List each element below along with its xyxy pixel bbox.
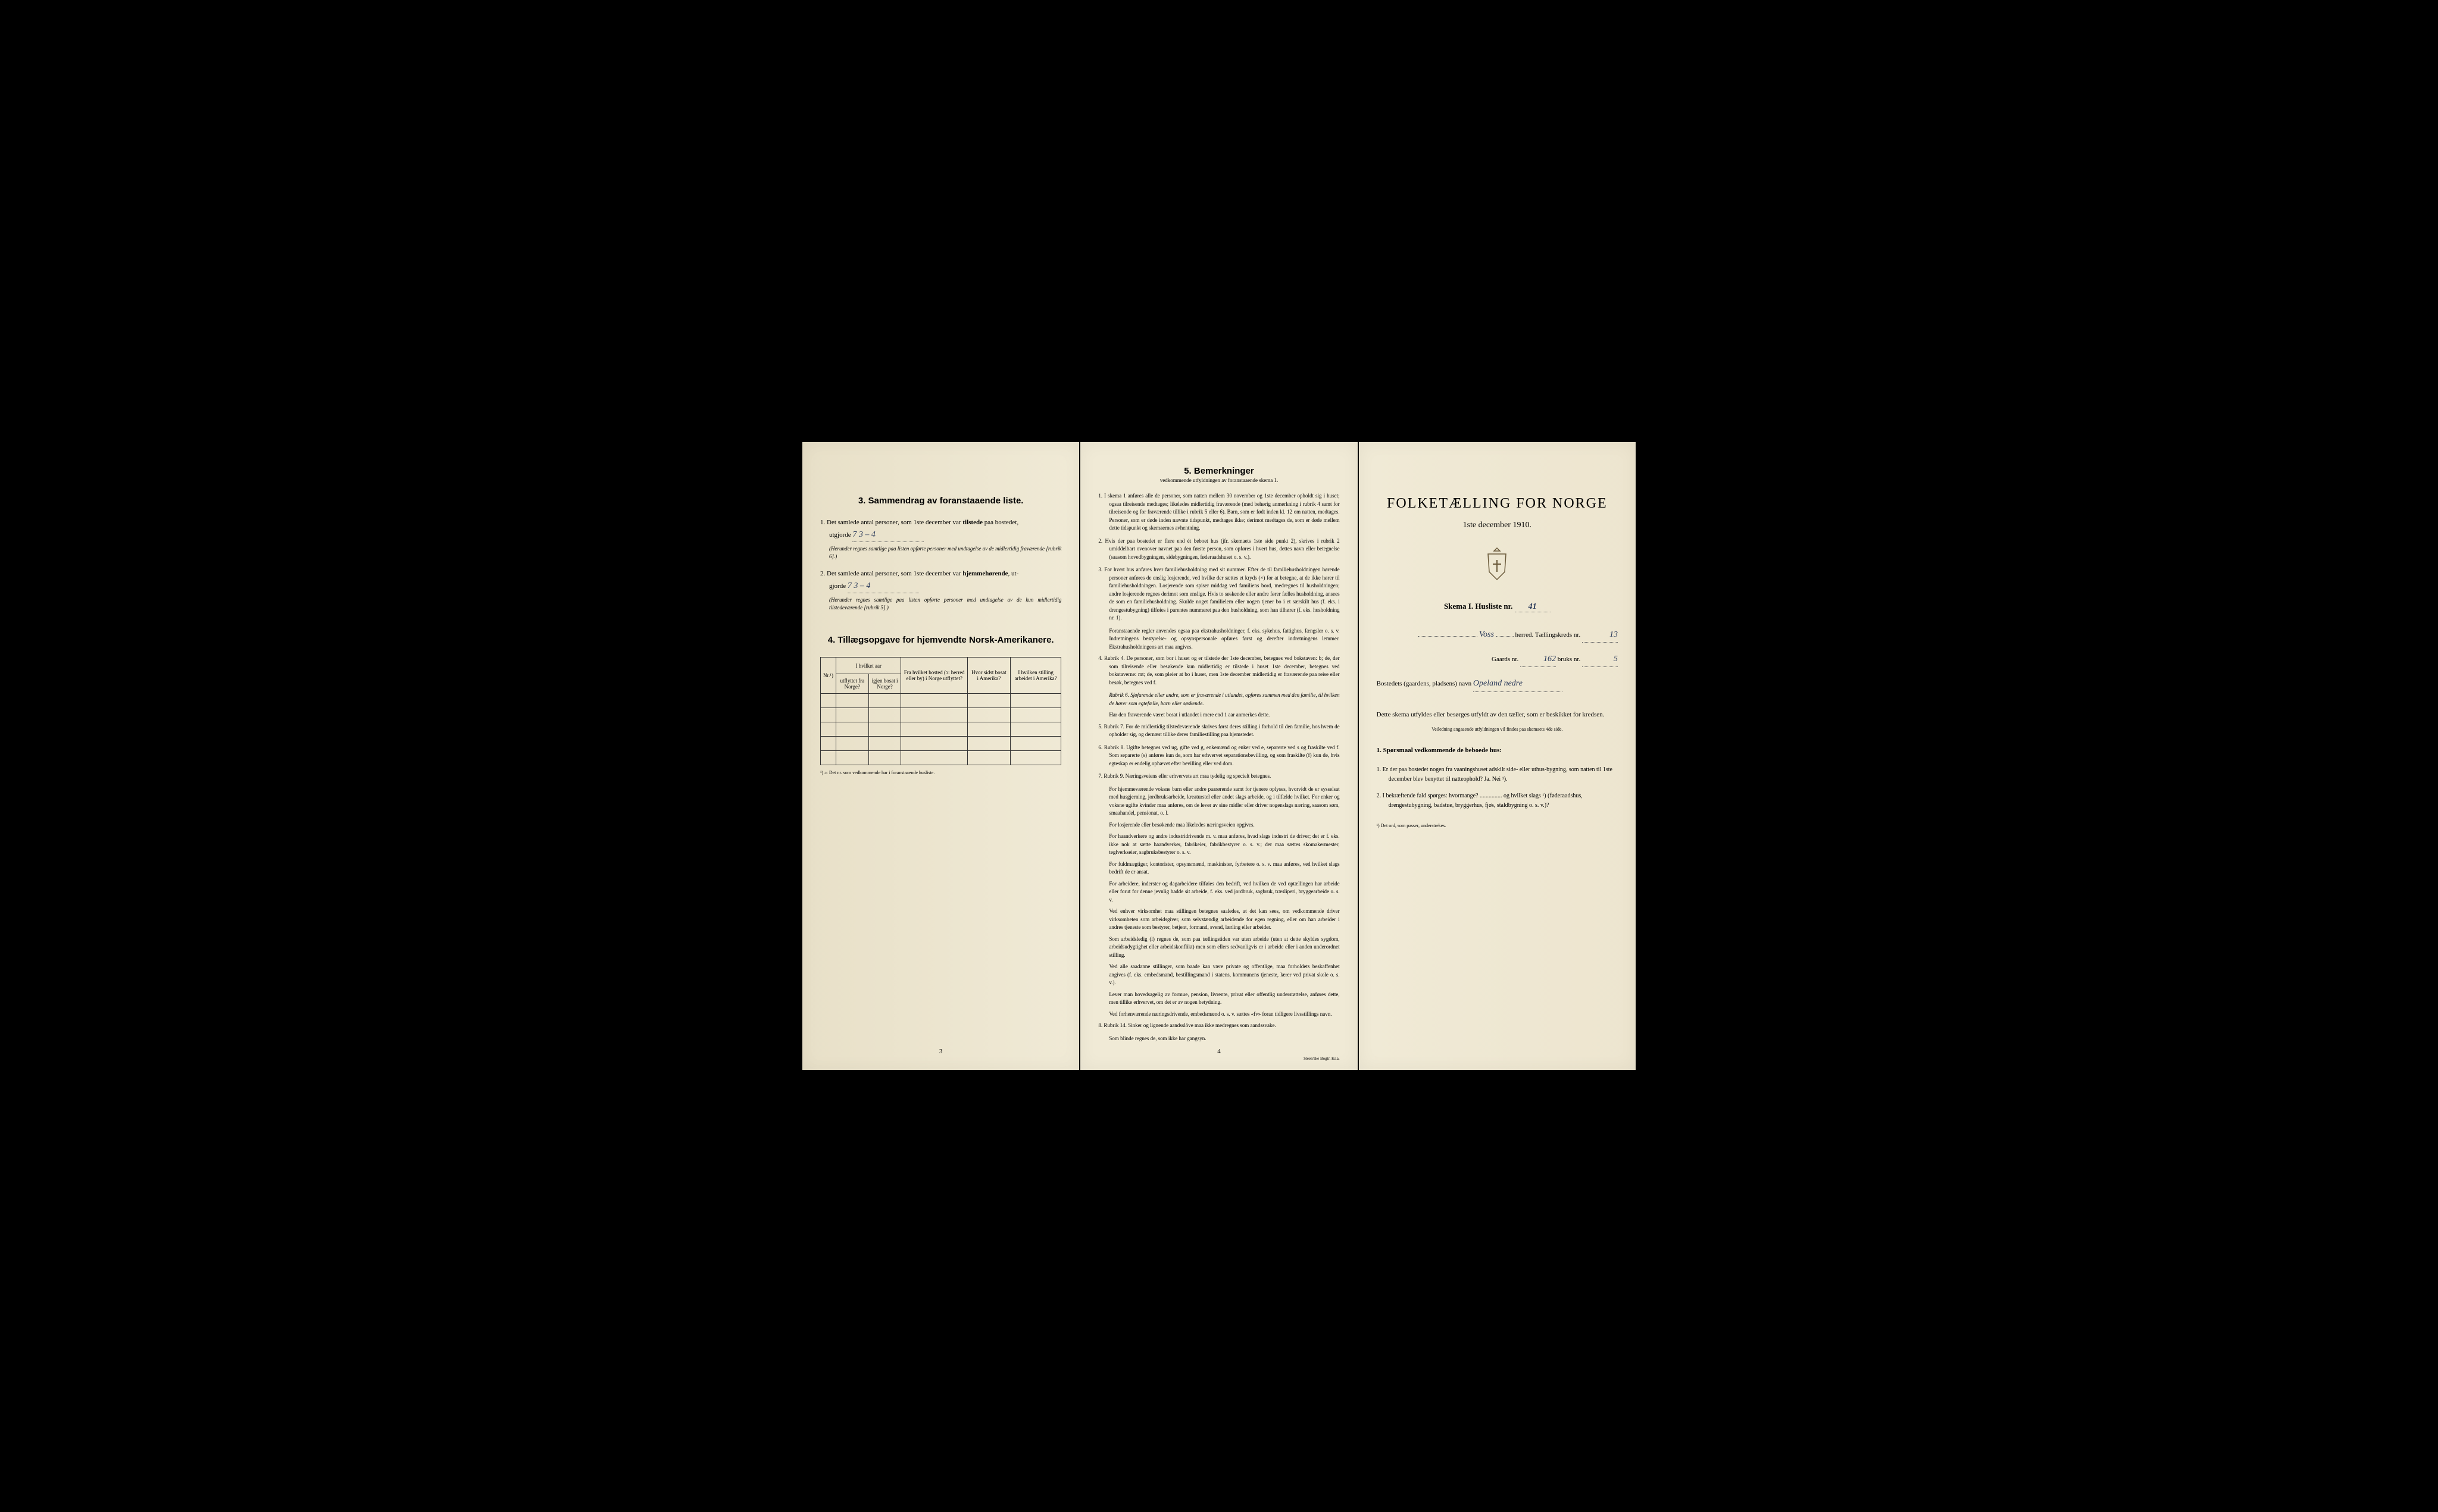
page-4-remarks: 5. Bemerkninger vedkommende utfyldningen…	[1080, 442, 1357, 1070]
remark-7c: For losjerende eller besøkende maa likel…	[1098, 821, 1339, 829]
remark-8: 8. Rubrik 14. Sinker og lignende aandssl…	[1098, 1022, 1339, 1030]
remark-4c: Har den fraværende været bosat i utlande…	[1098, 711, 1339, 719]
remark-3: 3. For hvert hus anføres hver familiehus…	[1098, 566, 1339, 622]
instructions-text: Dette skema utfyldes eller besørges utfy…	[1377, 710, 1618, 721]
remark-3b: Foranstaaende regler anvendes ogsaa paa …	[1098, 627, 1339, 652]
census-title: FOLKETÆLLING FOR NORGE	[1377, 496, 1618, 512]
page-number-4: 4	[1217, 1048, 1221, 1055]
americans-table: Nr.¹) I hvilket aar Fra hvilket bosted (…	[820, 657, 1061, 765]
remark-7: 7. Rubrik 9. Næringsveiens eller erhverv…	[1098, 772, 1339, 781]
question-2: 2. I bekræftende fald spørges: hvormange…	[1377, 791, 1618, 810]
item1-note: (Herunder regnes samtlige paa listen opf…	[829, 545, 1061, 560]
remark-1: 1. I skema 1 anføres alle de personer, s…	[1098, 492, 1339, 533]
summary-item-2: 2. Det samlede antal personer, som 1ste …	[820, 569, 1061, 611]
skema-line: Skema I. Husliste nr. 41	[1377, 602, 1618, 612]
remark-7h: Som arbeidsledig (l) regnes de, som paa …	[1098, 935, 1339, 960]
remark-7g: Ved enhver virksomhet maa stillingen bet…	[1098, 907, 1339, 932]
husliste-nr: 41	[1515, 602, 1551, 612]
bruks-nr: 5	[1582, 652, 1618, 667]
section-5-subtitle: vedkommende utfyldningen av foranstaaend…	[1098, 477, 1339, 483]
remark-6: 6. Rubrik 8. Ugifte betegnes ved ug, gif…	[1098, 744, 1339, 768]
th-nr: Nr.¹)	[821, 658, 836, 694]
bosted-line: Bostedets (gaardens, pladsens) navn Opel…	[1377, 676, 1618, 691]
instructions-block: Dette skema utfyldes eller besørges utfy…	[1377, 710, 1618, 830]
section-3-title: 3. Sammendrag av foranstaaende liste.	[820, 496, 1061, 506]
remark-4: 4. Rubrik 4. De personer, som bor i huse…	[1098, 655, 1339, 687]
th-from: Fra hvilket bosted (ɔ: herred eller by) …	[901, 658, 967, 694]
remark-7k: Ved forhenværende næringsdrivende, embed…	[1098, 1010, 1339, 1019]
total-resident-value: 7 3 – 4	[848, 580, 919, 593]
remark-2: 2. Hvis der paa bostedet er flere end ét…	[1098, 537, 1339, 562]
printer-mark: Steen'ske Bogtr. Kr.a.	[1304, 1056, 1340, 1061]
total-present-value: 7 3 – 4	[852, 528, 924, 542]
gaards-line: Gaards nr. 162 bruks nr. 5	[1377, 652, 1618, 667]
remark-8b: Som blinde regnes de, som ikke har gangs…	[1098, 1035, 1339, 1043]
gaards-nr: 162	[1520, 652, 1556, 667]
question-1: 1. Er der paa bostedet nogen fra vaaning…	[1377, 765, 1618, 784]
remark-4b: Rubrik 6. Sjøfarende eller andre, som er…	[1098, 691, 1339, 708]
summary-item-1: 1. Det samlede antal personer, som 1ste …	[820, 518, 1061, 560]
census-document: 3. Sammendrag av foranstaaende liste. 1.…	[802, 442, 1636, 1070]
section-5-title: 5. Bemerkninger	[1098, 466, 1339, 476]
remark-7i: Ved alle saadanne stillinger, som baade …	[1098, 963, 1339, 987]
question-list: 1. Er der paa bostedet nogen fra vaaning…	[1377, 765, 1618, 810]
th-emigrated: utflyttet fra Norge?	[836, 674, 868, 694]
coat-of-arms-icon	[1377, 545, 1618, 587]
page-number-3: 3	[939, 1048, 943, 1055]
kreds-nr: 13	[1582, 627, 1618, 643]
remark-7f: For arbeidere, inderster og dagarbeidere…	[1098, 880, 1339, 904]
section-4-title: 4. Tillægsopgave for hjemvendte Norsk-Am…	[820, 635, 1061, 645]
section-4: 4. Tillægsopgave for hjemvendte Norsk-Am…	[820, 635, 1061, 775]
remark-7j: Lever man hovedsagelig av formue, pensio…	[1098, 991, 1339, 1007]
item2-note: (Herunder regnes samtlige paa listen opf…	[829, 596, 1061, 611]
table-footnote: ¹) ɔ: Det nr. som vedkommende har i fora…	[820, 770, 1061, 775]
th-returned: igjen bosat i Norge?	[868, 674, 901, 694]
table-row	[821, 722, 1061, 737]
bosted-value: Opeland nedre	[1473, 676, 1562, 691]
instructions-small: Veiledning angaaende utfyldningen vil fi…	[1377, 726, 1618, 734]
table-row	[821, 737, 1061, 751]
remark-7e: For fuldmægtiger, kontorister, opsynsmæn…	[1098, 860, 1339, 876]
remark-5: 5. Rubrik 7. For de midlertidig tilstede…	[1098, 723, 1339, 739]
census-date: 1ste december 1910.	[1377, 521, 1618, 530]
page-1-cover: FOLKETÆLLING FOR NORGE 1ste december 191…	[1359, 442, 1636, 1070]
cover-footnote: ¹) Det ord, som passer, understrekes.	[1377, 822, 1618, 830]
table-row	[821, 751, 1061, 765]
herred-value: Voss	[1479, 630, 1494, 639]
page-3-summary: 3. Sammendrag av foranstaaende liste. 1.…	[802, 442, 1079, 1070]
table-row	[821, 708, 1061, 722]
question-title: 1. Spørsmaal vedkommende de beboede hus:	[1377, 746, 1618, 756]
th-year: I hvilket aar	[836, 658, 901, 674]
remark-7d: For haandverkere og andre industridriven…	[1098, 832, 1339, 857]
table-row	[821, 694, 1061, 708]
remark-7b: For hjemmeværende voksne barn eller andr…	[1098, 785, 1339, 818]
herred-line: Voss herred. Tællingskreds nr. 13	[1377, 627, 1618, 643]
th-position: I hvilken stilling arbeidet i Amerika?	[1010, 658, 1061, 694]
remarks-list: 1. I skema 1 anføres alle de personer, s…	[1098, 492, 1339, 1043]
th-where: Hvor sidst bosat i Amerika?	[967, 658, 1010, 694]
